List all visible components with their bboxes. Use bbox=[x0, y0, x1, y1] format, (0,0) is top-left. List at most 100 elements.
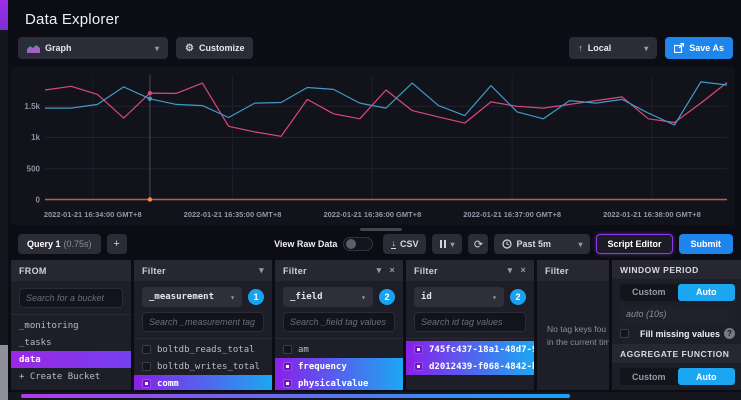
chevron-down-icon: ▾ bbox=[230, 293, 235, 302]
selected-count-badge: 2 bbox=[510, 289, 526, 305]
window-period-toggle: Custom Auto bbox=[620, 284, 735, 301]
filter-panel-header: Filter ▾ bbox=[134, 260, 272, 281]
chevron-down-icon: ▾ bbox=[492, 293, 497, 302]
query-builder: FROM _monitoring_tasksdata+ Create Bucke… bbox=[8, 260, 741, 390]
customize-button[interactable]: ⚙ Customize bbox=[176, 37, 253, 59]
tag-value-label: am bbox=[298, 345, 309, 355]
area-chart-icon bbox=[27, 43, 40, 53]
window-period-header: WINDOW PERIOD bbox=[612, 260, 741, 279]
aggregate-function-toggle: Custom Auto bbox=[620, 368, 735, 385]
checkbox[interactable] bbox=[283, 345, 292, 354]
tag-value-item[interactable]: frequency bbox=[275, 358, 403, 375]
close-icon[interactable]: × bbox=[389, 265, 395, 276]
checkbox[interactable] bbox=[142, 345, 151, 354]
checkbox[interactable] bbox=[414, 362, 423, 371]
bucket-search-input[interactable] bbox=[19, 288, 123, 308]
filter-panel-header: Filter ▾ × bbox=[406, 260, 534, 281]
svg-text:2022-01-21 16:35:00 GMT+8: 2022-01-21 16:35:00 GMT+8 bbox=[184, 210, 282, 219]
chevron-down-icon[interactable]: ▾ bbox=[377, 265, 382, 276]
tag-value-item[interactable]: boltdb_writes_total bbox=[134, 358, 272, 375]
measurement-search-input[interactable] bbox=[142, 312, 264, 332]
add-query-button[interactable]: + bbox=[107, 234, 127, 254]
window-period-value[interactable]: auto (10s) bbox=[620, 306, 735, 323]
variables-scope-dropdown[interactable]: ↑ Local ▾ bbox=[569, 37, 657, 59]
bucket-item--Create-Bucket[interactable]: + Create Bucket bbox=[11, 368, 131, 385]
chevron-down-icon[interactable]: ▾ bbox=[259, 265, 264, 276]
filter-panel-id: Filter ▾ × id ▾ 2 745fc437-18a1-48d7-98a… bbox=[406, 260, 534, 390]
bucket-search bbox=[19, 288, 123, 308]
bucket-item-_tasks[interactable]: _tasks bbox=[11, 334, 131, 351]
tag-value-item[interactable]: comm bbox=[134, 375, 272, 390]
download-csv-button[interactable]: ↓ CSV bbox=[383, 234, 426, 254]
auto-option[interactable]: Auto bbox=[678, 368, 736, 385]
auto-option[interactable]: Auto bbox=[678, 284, 736, 301]
script-editor-button[interactable]: Script Editor bbox=[596, 234, 672, 254]
pause-icon bbox=[440, 240, 446, 248]
svg-text:2022-01-21 16:38:00 GMT+8: 2022-01-21 16:38:00 GMT+8 bbox=[603, 210, 701, 219]
tag-key-dropdown[interactable]: _field ▾ bbox=[283, 287, 373, 307]
pause-dropdown-button[interactable]: ▾ bbox=[432, 234, 462, 254]
filter-panel-header: Filter ▾ × bbox=[275, 260, 403, 281]
download-icon: ↓ bbox=[391, 239, 396, 249]
tag-key-dropdown[interactable]: _measurement ▾ bbox=[142, 287, 242, 307]
tag-value-search bbox=[142, 312, 264, 332]
filter-panel-header: Filter bbox=[537, 260, 609, 281]
tag-value-item[interactable]: boltdb_reads_total bbox=[134, 341, 272, 358]
tag-value-item[interactable]: 745fc437-18a1-48d7-98a6-7… bbox=[406, 341, 534, 358]
checkbox[interactable] bbox=[283, 379, 292, 388]
bucket-item-_monitoring[interactable]: _monitoring bbox=[11, 317, 131, 334]
submit-button[interactable]: Submit bbox=[679, 234, 734, 254]
time-range-dropdown[interactable]: Past 5m ▾ bbox=[494, 234, 590, 254]
custom-option[interactable]: Custom bbox=[620, 368, 678, 385]
divider bbox=[134, 338, 272, 339]
custom-option[interactable]: Custom bbox=[620, 284, 678, 301]
selected-count-badge: 2 bbox=[379, 289, 395, 305]
tag-value-label: 745fc437-18a1-48d7-98a6-7… bbox=[429, 345, 534, 355]
chevron-down-icon: ▾ bbox=[361, 293, 366, 302]
bucket-selector-panel: FROM _monitoring_tasksdata+ Create Bucke… bbox=[11, 260, 131, 390]
save-as-button[interactable]: Save As bbox=[665, 37, 733, 59]
field-search-input[interactable] bbox=[283, 312, 395, 332]
horizontal-mini-scrollbar[interactable] bbox=[360, 228, 402, 231]
close-icon[interactable]: × bbox=[520, 265, 526, 276]
fill-missing-values-checkbox[interactable] bbox=[620, 329, 629, 338]
empty-filter-message: No tag keys fou in the current time bbox=[537, 281, 609, 390]
svg-text:0: 0 bbox=[36, 196, 41, 205]
divider bbox=[406, 338, 534, 339]
tag-value-list: boltdb_reads_totalboltdb_writes_totalcom… bbox=[134, 341, 272, 390]
tag-value-item[interactable]: physicalvalue bbox=[275, 375, 403, 390]
aggregate-function-header: AGGREGATE FUNCTION bbox=[612, 344, 741, 363]
tag-key-dropdown[interactable]: id ▾ bbox=[414, 287, 504, 307]
query-duration: (0.75s) bbox=[64, 239, 92, 249]
checkbox[interactable] bbox=[283, 362, 292, 371]
refresh-button[interactable]: ⟳ bbox=[468, 234, 488, 254]
line-chart[interactable]: 2022-01-21 16:34:00 GMT+82022-01-21 16:3… bbox=[11, 67, 735, 225]
nav-rail bbox=[0, 0, 8, 400]
from-panel-header: FROM bbox=[11, 260, 131, 281]
tag-value-label: physicalvalue bbox=[298, 379, 368, 389]
aggregation-options-panel: WINDOW PERIOD Custom Auto auto (10s) Fil… bbox=[612, 260, 741, 390]
filter-panel-empty: Filter No tag keys fou in the current ti… bbox=[537, 260, 609, 390]
id-search-input[interactable] bbox=[414, 312, 526, 332]
tag-value-item[interactable]: d2012439-f068-4842-bfef-8… bbox=[406, 358, 534, 375]
query-toolbar: Query 1 (0.75s) + View Raw Data ↓ CSV ▾ … bbox=[8, 231, 741, 257]
vertical-scrollbar-thumb[interactable] bbox=[0, 345, 8, 400]
help-icon[interactable]: ? bbox=[724, 328, 735, 339]
tag-value-item[interactable]: am bbox=[275, 341, 403, 358]
query-tab[interactable]: Query 1 (0.75s) bbox=[18, 234, 101, 254]
view-raw-data-toggle[interactable] bbox=[343, 237, 373, 251]
horizontal-scrollbar-thumb[interactable] bbox=[21, 394, 570, 398]
tag-value-search bbox=[414, 312, 526, 332]
visualization-type-dropdown[interactable]: Graph ▾ bbox=[18, 37, 168, 59]
chevron-down-icon[interactable]: ▾ bbox=[508, 265, 513, 276]
checkbox[interactable] bbox=[414, 345, 423, 354]
main-content: Data Explorer Graph ▾ ⚙ Customize ↑ Loca… bbox=[8, 0, 741, 400]
view-raw-data-label: View Raw Data bbox=[274, 239, 337, 249]
tag-value-list: amfrequencyphysicalvaluetemperature bbox=[275, 341, 403, 390]
fill-missing-values-row: Fill missing values ? bbox=[620, 328, 735, 339]
bucket-item-data[interactable]: data bbox=[11, 351, 131, 368]
bucket-list: _monitoring_tasksdata+ Create Bucket bbox=[11, 317, 131, 390]
chevron-down-icon: ▾ bbox=[155, 44, 159, 53]
checkbox[interactable] bbox=[142, 379, 151, 388]
checkbox[interactable] bbox=[142, 362, 151, 371]
